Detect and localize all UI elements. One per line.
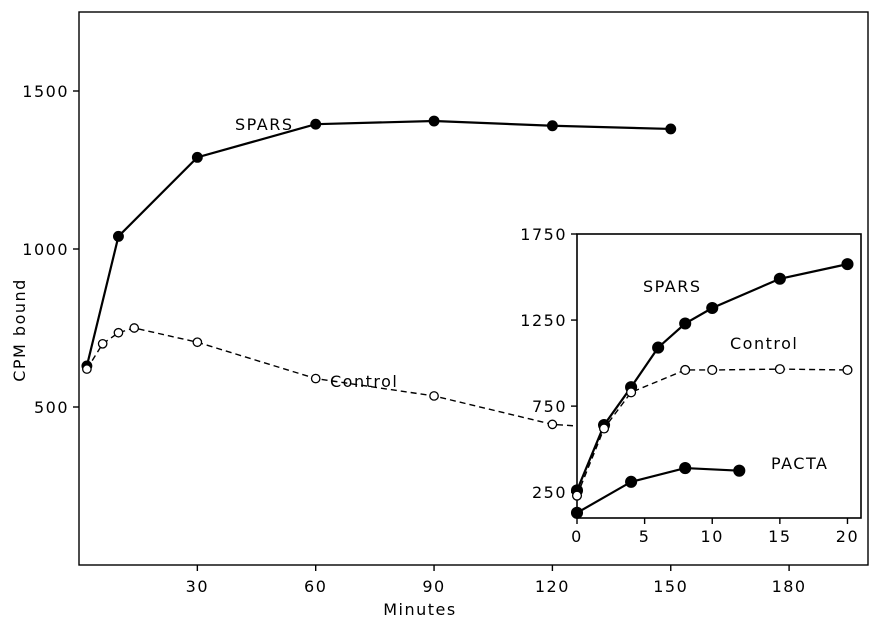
main-y-tick-label: 1000 (22, 240, 69, 259)
inset-y-tick-label: 1250 (520, 311, 567, 330)
main-series-spars-point (665, 123, 677, 135)
y-axis-title: CPM bound (10, 278, 29, 382)
inset-y-tick-label: 750 (532, 397, 567, 416)
inset-series-pacta: PACTA (570, 454, 828, 519)
inset-series-control-label: Control (730, 334, 798, 353)
inset-x-tick-label: 15 (768, 527, 791, 546)
main-series-control-point (113, 327, 124, 338)
inset-series-pacta-line (576, 466, 740, 514)
main-series-spars-label: SPARS (235, 115, 294, 134)
inset-series-pacta-point (625, 475, 638, 488)
main-series-spars-point (546, 120, 558, 132)
inset-series-control-point (707, 364, 718, 376)
inset-series-spars-point (679, 317, 692, 330)
inset-x-tick-label: 5 (639, 527, 651, 546)
x-axis-title: Minutes (383, 600, 456, 619)
inset-y-tick-label: 1750 (520, 225, 567, 244)
inset-series-spars: SPARS (570, 258, 854, 497)
main-y-tick-label: 1500 (22, 82, 69, 101)
inset-series-spars-point (841, 258, 854, 271)
inset-series-spars-point (773, 272, 786, 285)
main-series-control-label: Control (330, 372, 398, 391)
main-x-tick-label: 90 (422, 577, 445, 596)
main-x-tick-label: 180 (772, 577, 807, 596)
inset-y-tick-label: 250 (532, 483, 567, 502)
inset-series-pacta-point (679, 462, 692, 475)
inset-series-pacta-point (570, 506, 584, 519)
inset-series-pacta-point (733, 464, 746, 477)
main-series-spars-point (191, 151, 203, 163)
inset-series-spars-label: SPARS (643, 277, 702, 296)
inset-series-control-point (842, 364, 853, 376)
main-series-spars: SPARS (81, 115, 677, 372)
main-series-spars-point (428, 115, 440, 127)
inset-series-control-point (571, 490, 583, 501)
main-series-control-point (97, 338, 108, 349)
main-frame (78, 11, 869, 566)
inset-series-spars-point (652, 341, 665, 354)
main-series-control-point (82, 364, 92, 374)
main-y-tick-label: 500 (34, 398, 69, 417)
main-x-tick-label: 120 (535, 577, 570, 596)
main-x-tick-label: 150 (653, 577, 688, 596)
inset-series-control-point (626, 387, 637, 398)
inset-series-control-point (598, 423, 610, 434)
main-x-tick-label: 30 (186, 577, 209, 596)
inset-series-control-point (680, 364, 691, 376)
main-series-control-point (547, 419, 558, 430)
inset-series-control-point (774, 364, 785, 375)
inset-plot: 0 5 10 15 20 250 750 1250 1750 SPARS Control PACTA (520, 225, 862, 546)
inset-series-pacta-label: PACTA (771, 454, 828, 473)
main-series-control-point (429, 391, 439, 401)
main-series-control-point (129, 323, 140, 333)
inset-x-tick-label: 20 (836, 527, 859, 546)
inset-x-tick-label: 0 (571, 527, 583, 546)
inset-series-spars-point (706, 301, 719, 315)
main-series-control-point (192, 337, 203, 348)
inset-x-tick-label: 10 (701, 527, 724, 546)
inset-series-control: Control (571, 334, 853, 501)
main-series-control-point (310, 373, 321, 384)
main-x-tick-label: 60 (304, 577, 327, 596)
inset-series-spars-line (575, 263, 848, 491)
main-series-spars-point (112, 230, 124, 242)
inset-frame (576, 233, 862, 519)
main-series-spars-point (310, 118, 322, 130)
